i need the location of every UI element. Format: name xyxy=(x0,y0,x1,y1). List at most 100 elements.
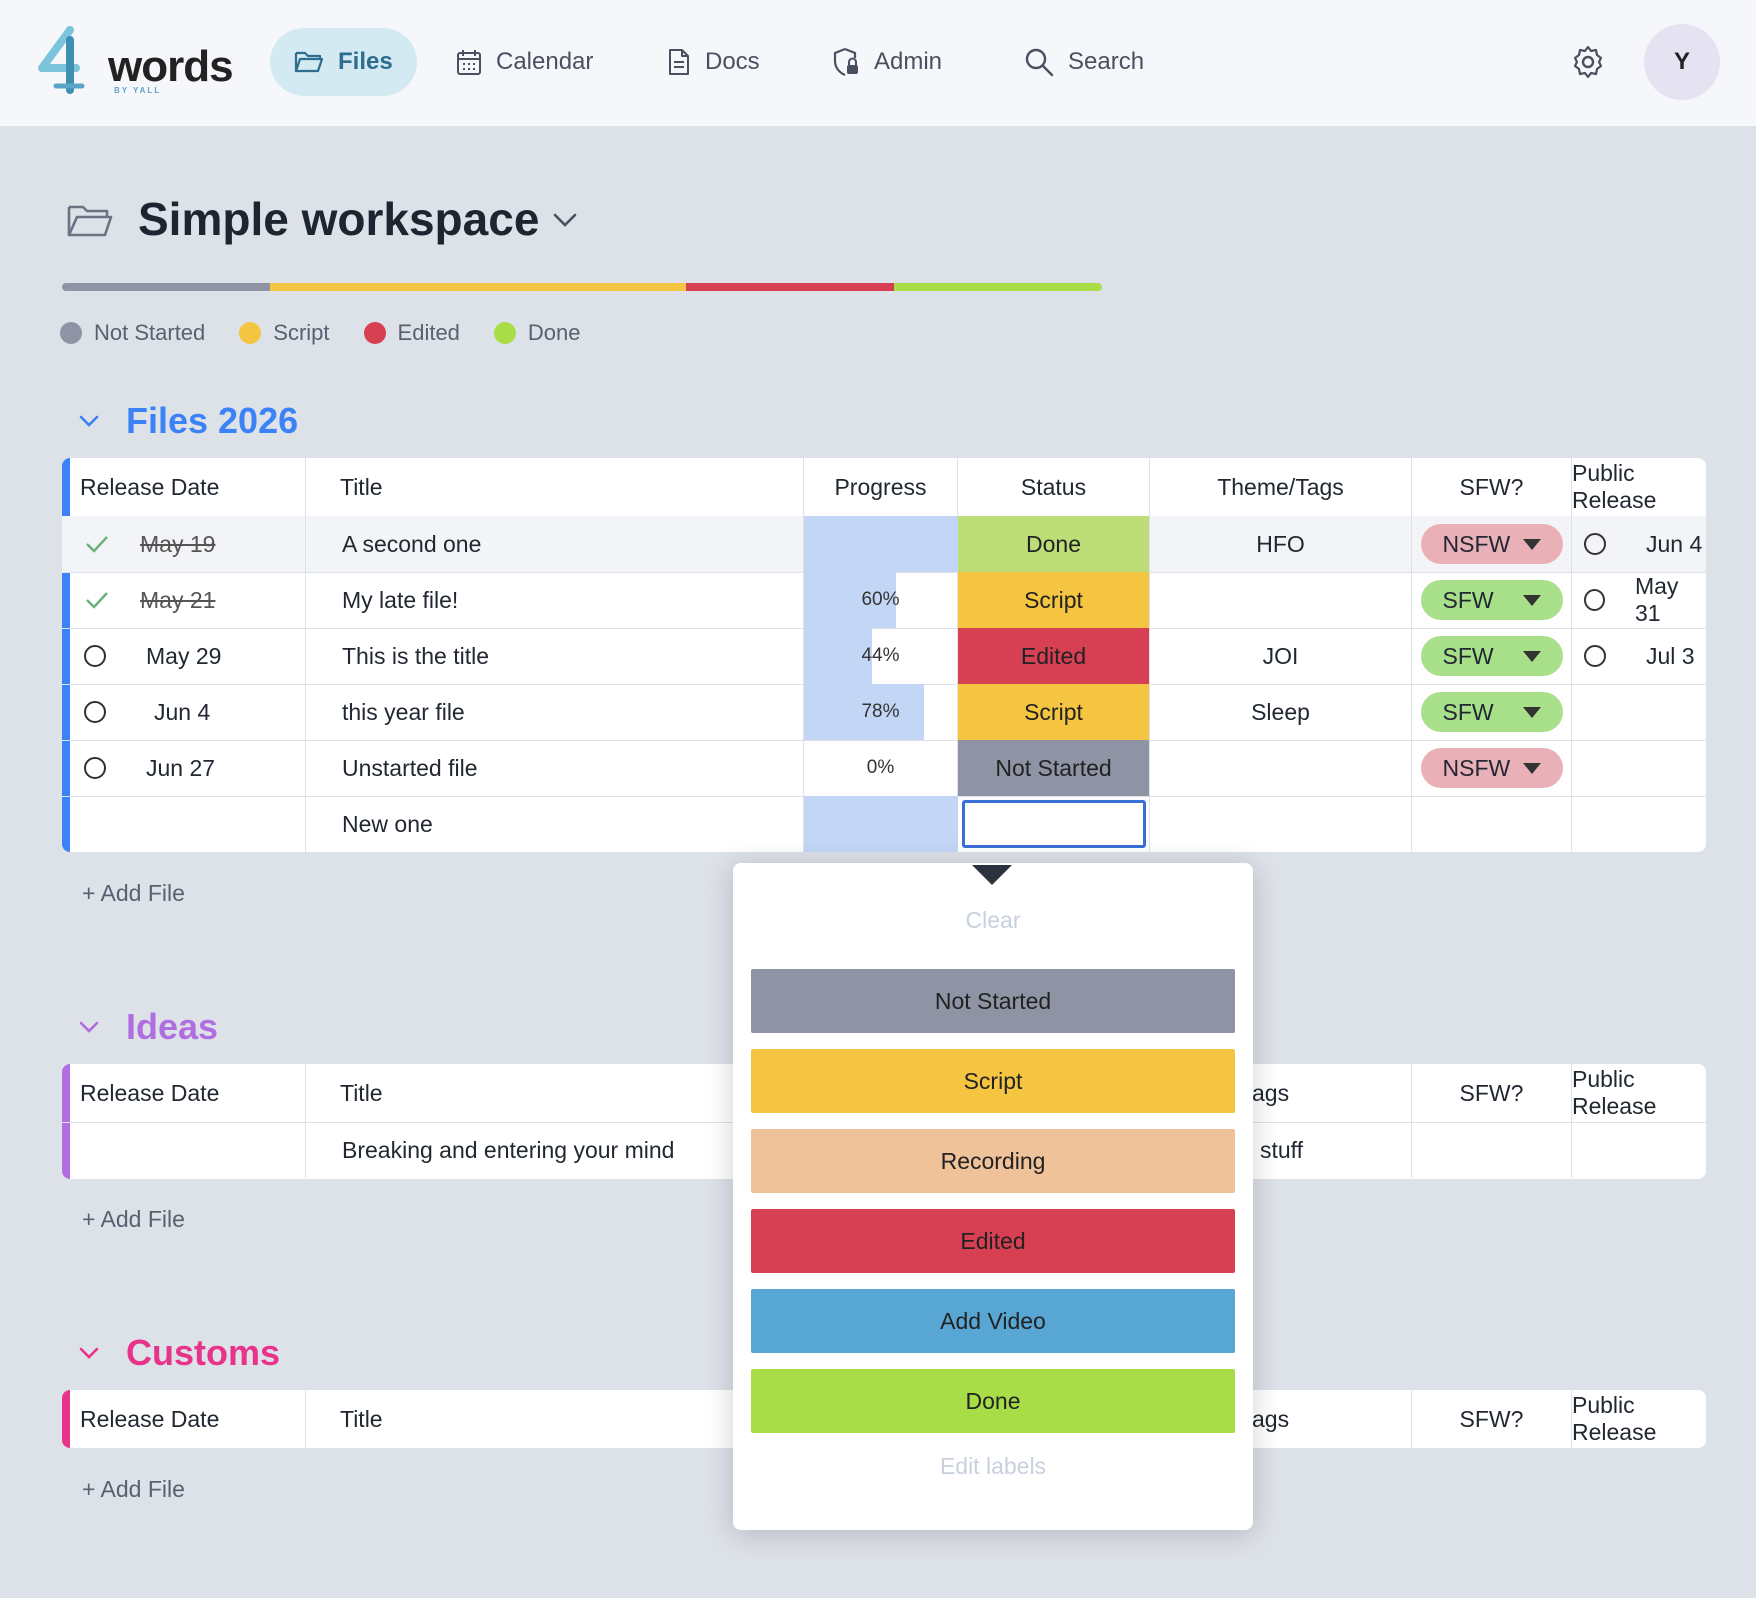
status-cell[interactable] xyxy=(958,796,1150,852)
table-row[interactable]: Jun 4 this year file 78% Script Sleep SF… xyxy=(62,684,1706,741)
status-option-add-video[interactable]: Add Video xyxy=(751,1289,1235,1353)
sfw-badge[interactable]: NSFW xyxy=(1420,748,1563,788)
release-date-cell[interactable] xyxy=(70,1122,306,1178)
sfw-cell[interactable]: SFW xyxy=(1412,572,1572,628)
status-cell[interactable]: Edited xyxy=(958,628,1150,684)
gear-icon[interactable] xyxy=(1570,44,1606,80)
section-header-files-2026[interactable]: Files 2026 xyxy=(78,400,298,442)
sfw-badge[interactable]: SFW xyxy=(1420,636,1563,676)
public-release-cell[interactable]: May 31 xyxy=(1572,572,1706,628)
release-date-cell[interactable] xyxy=(70,796,306,852)
title-cell[interactable]: My late file! xyxy=(306,572,804,628)
section-header-customs[interactable]: Customs xyxy=(78,1332,280,1374)
user-avatar[interactable]: Y xyxy=(1644,24,1720,100)
title-cell[interactable]: A second one xyxy=(306,516,804,572)
column-header-sfw[interactable]: SFW? xyxy=(1412,458,1572,516)
nav-files[interactable]: Files xyxy=(270,28,417,96)
tags-cell[interactable]: HFO xyxy=(1150,516,1412,572)
radio-icon[interactable] xyxy=(84,757,106,779)
radio-icon[interactable] xyxy=(1584,589,1605,611)
sfw-cell[interactable]: SFW xyxy=(1412,628,1572,684)
column-header-status[interactable]: Status xyxy=(958,458,1150,516)
public-release-cell[interactable] xyxy=(1572,740,1706,796)
sfw-cell[interactable]: SFW xyxy=(1412,684,1572,740)
public-release-cell[interactable] xyxy=(1572,796,1706,852)
public-release-cell[interactable] xyxy=(1572,684,1706,740)
sfw-cell[interactable] xyxy=(1412,796,1572,852)
sfw-cell[interactable] xyxy=(1412,1122,1572,1178)
title-cell[interactable]: This is the title xyxy=(306,628,804,684)
tags-cell[interactable] xyxy=(1150,740,1412,796)
status-editor-input[interactable] xyxy=(961,800,1146,848)
sfw-cell[interactable]: NSFW xyxy=(1412,516,1572,572)
title-cell[interactable]: Breaking and entering your mind xyxy=(306,1122,804,1178)
nav-docs[interactable]: Docs xyxy=(643,28,784,96)
table-row[interactable]: New one xyxy=(62,796,1706,852)
status-cell[interactable]: Script xyxy=(958,572,1150,628)
check-icon[interactable] xyxy=(84,590,110,610)
radio-icon[interactable] xyxy=(84,701,106,723)
column-header-title[interactable]: Title xyxy=(306,458,804,516)
tags-cell[interactable]: Sleep xyxy=(1150,684,1412,740)
status-option-edited[interactable]: Edited xyxy=(751,1209,1235,1273)
sfw-badge[interactable]: SFW xyxy=(1420,580,1563,620)
column-header-release-date[interactable]: Release Date xyxy=(70,1390,306,1448)
table-row[interactable]: May 19 A second one Done HFO NSFW Jun 4 xyxy=(62,516,1706,573)
sfw-cell[interactable]: NSFW xyxy=(1412,740,1572,796)
progress-cell[interactable]: 44% xyxy=(804,628,958,684)
progress-cell[interactable]: 0% xyxy=(804,740,958,796)
column-header-release-date[interactable]: Release Date xyxy=(70,1064,306,1122)
title-cell[interactable]: Unstarted file xyxy=(306,740,804,796)
status-option-done[interactable]: Done xyxy=(751,1369,1235,1433)
column-header-title[interactable]: Title xyxy=(306,1064,804,1122)
nav-admin[interactable]: Admin xyxy=(808,28,966,96)
public-release-cell[interactable] xyxy=(1572,1122,1706,1178)
chevron-down-icon[interactable] xyxy=(552,212,578,228)
status-cell[interactable]: Not Started xyxy=(958,740,1150,796)
chevron-down-icon[interactable] xyxy=(78,1346,100,1360)
section-header-ideas[interactable]: Ideas xyxy=(78,1006,218,1048)
chevron-down-icon[interactable] xyxy=(78,414,100,428)
radio-icon[interactable] xyxy=(1584,645,1606,667)
add-file-button[interactable]: + Add File xyxy=(82,1476,185,1502)
progress-cell[interactable] xyxy=(804,796,958,852)
column-header-title[interactable]: Title xyxy=(306,1390,804,1448)
status-option-recording[interactable]: Recording xyxy=(751,1129,1235,1193)
tags-cell[interactable] xyxy=(1150,572,1412,628)
column-header-theme-tags[interactable]: ags xyxy=(1250,1064,1412,1122)
add-file-button[interactable]: + Add File xyxy=(82,880,185,906)
column-header-sfw[interactable]: SFW? xyxy=(1412,1390,1572,1448)
column-header-theme-tags[interactable]: ags xyxy=(1250,1390,1412,1448)
clear-status-button[interactable]: Clear xyxy=(965,907,1021,933)
column-header-theme-tags[interactable]: Theme/Tags xyxy=(1150,458,1412,516)
check-icon[interactable] xyxy=(84,534,110,554)
column-header-sfw[interactable]: SFW? xyxy=(1412,1064,1572,1122)
status-cell[interactable]: Script xyxy=(958,684,1150,740)
column-header-release-date[interactable]: Release Date xyxy=(70,458,306,516)
table-row[interactable]: May 29 This is the title 44% Edited JOI … xyxy=(62,628,1706,685)
table-row[interactable]: Breaking and entering your mind stuff xyxy=(62,1122,1706,1178)
title-cell[interactable]: this year file xyxy=(306,684,804,740)
add-file-button[interactable]: + Add File xyxy=(82,1206,185,1232)
radio-icon[interactable] xyxy=(1584,533,1606,555)
column-header-public-release[interactable]: Public Release xyxy=(1572,1392,1657,1445)
sfw-badge[interactable]: SFW xyxy=(1420,692,1563,732)
progress-cell[interactable]: 78% xyxy=(804,684,958,740)
public-release-cell[interactable]: Jun 4 xyxy=(1572,516,1706,572)
table-row[interactable]: Jun 27 Unstarted file 0% Not Started NSF… xyxy=(62,740,1706,797)
tags-cell[interactable]: JOI xyxy=(1150,628,1412,684)
table-row[interactable]: May 21 My late file! 60% Script SFW May … xyxy=(62,572,1706,629)
app-logo[interactable]: words BY YALL xyxy=(36,26,236,98)
status-option-not-started[interactable]: Not Started xyxy=(751,969,1235,1033)
status-option-script[interactable]: Script xyxy=(751,1049,1235,1113)
tags-cell[interactable]: stuff xyxy=(1250,1122,1412,1178)
column-header-public-release[interactable]: Public Release xyxy=(1572,1066,1657,1119)
search-input[interactable]: Search xyxy=(1068,48,1145,75)
radio-icon[interactable] xyxy=(84,645,106,667)
progress-cell[interactable]: 60% xyxy=(804,572,958,628)
column-header-public-release[interactable]: Public Release xyxy=(1572,460,1657,513)
progress-cell[interactable] xyxy=(804,516,958,572)
status-cell[interactable]: Done xyxy=(958,516,1150,572)
title-cell[interactable]: New one xyxy=(306,796,804,852)
search-box[interactable]: Search xyxy=(1000,28,1168,96)
